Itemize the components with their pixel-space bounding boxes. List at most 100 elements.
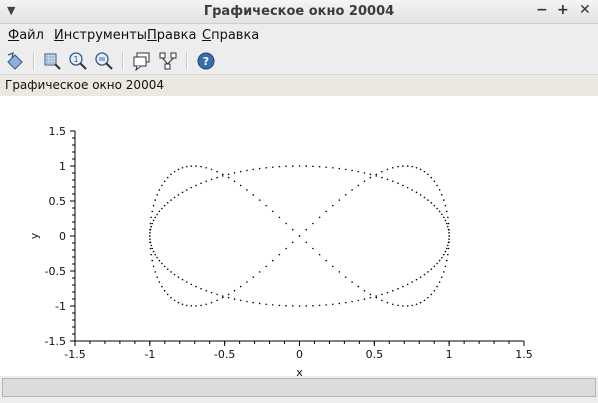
- svg-text:1: 1: [73, 55, 78, 64]
- curve-1-point: [411, 189, 414, 191]
- y-tick-label: -1: [55, 300, 66, 313]
- curve-2-point: [161, 285, 163, 288]
- curve-2-point: [444, 204, 447, 207]
- curve-1-point: [363, 298, 366, 300]
- curve-2-point: [265, 265, 268, 268]
- curve-1-point: [205, 180, 207, 183]
- maximize-icon[interactable]: +: [557, 2, 569, 18]
- curve-1-point: [441, 213, 443, 216]
- menu-tools[interactable]: Инструменты: [54, 28, 148, 43]
- curve-2-point: [438, 189, 441, 191]
- curve-1-point: [216, 293, 218, 296]
- curve-1-point: [325, 166, 328, 168]
- curve-2-point: [221, 296, 224, 299]
- close-icon[interactable]: ✕: [579, 2, 591, 18]
- curve-2-point: [239, 285, 242, 288]
- curve-1-point: [357, 299, 360, 302]
- curve-1-point: [441, 256, 443, 259]
- zoom-area-icon[interactable]: [42, 51, 62, 71]
- curve-2-point: [291, 241, 294, 244]
- curve-1-point: [258, 167, 261, 170]
- curve-2-point: [149, 247, 152, 250]
- curve-1-point: [233, 172, 236, 174]
- curve-2-point: [448, 228, 450, 231]
- curve-2-point: [158, 281, 161, 283]
- curve-1-point: [415, 191, 418, 194]
- zoom-in-icon[interactable]: 1: [68, 51, 88, 71]
- window-menu-icon[interactable]: ▼: [7, 4, 16, 17]
- curve-1-point: [397, 287, 399, 290]
- curve-2-point: [436, 285, 438, 288]
- curve-2-point: [448, 235, 450, 237]
- curve-1-point: [433, 265, 436, 268]
- curve-1-point: [406, 186, 409, 189]
- curve-1-point: [156, 256, 158, 259]
- menu-file[interactable]: Файл: [8, 28, 44, 43]
- curve-1-point: [291, 165, 294, 167]
- curve-2-point: [447, 222, 450, 225]
- curve-1-point: [312, 304, 314, 307]
- curve-2-point: [278, 253, 281, 256]
- curve-2-point: [357, 184, 360, 187]
- curve-2-point: [441, 194, 443, 196]
- menu-help[interactable]: Справка: [202, 28, 260, 43]
- curve-1-point: [149, 232, 151, 234]
- curve-1-point: [154, 216, 157, 219]
- curve-2-point: [161, 184, 163, 187]
- curve-2-point: [190, 165, 193, 167]
- curve-2-point: [252, 276, 255, 278]
- curve-2-point: [239, 184, 242, 187]
- curve-1-point: [427, 199, 429, 201]
- menu-edit[interactable]: Правка: [147, 28, 197, 43]
- curve-2-point: [402, 305, 404, 307]
- help-icon[interactable]: ?: [196, 51, 216, 71]
- curve-2-point: [156, 194, 158, 196]
- y-tick-label: -1.5: [45, 335, 66, 348]
- curve-2-point: [185, 304, 188, 307]
- curve-1-point: [163, 204, 166, 207]
- curve-2-point: [423, 299, 426, 302]
- curve-1-point: [177, 276, 180, 278]
- curve-2-point: [149, 241, 151, 244]
- curve-1-point: [151, 247, 154, 250]
- x-tick-label: 0: [296, 348, 303, 361]
- minimize-icon[interactable]: −: [536, 2, 548, 18]
- zoom-out-icon[interactable]: [94, 51, 114, 71]
- curve-1-point: [444, 250, 447, 253]
- curve-1-point: [163, 265, 166, 268]
- curve-1-point: [445, 247, 448, 250]
- curve-1-point: [318, 165, 321, 168]
- curve-2-point: [252, 194, 255, 196]
- curve-1-point: [338, 302, 341, 305]
- curve-2-point: [216, 170, 218, 173]
- curve-2-point: [397, 304, 399, 307]
- curve-2-point: [152, 265, 155, 268]
- curve-2-point: [195, 305, 197, 307]
- curve-2-point: [318, 253, 321, 256]
- curve-2-point: [163, 180, 166, 183]
- curve-1-point: [265, 166, 268, 169]
- curve-2-point: [419, 168, 422, 171]
- edit-icon[interactable]: [158, 51, 178, 71]
- curve-1-point: [151, 222, 154, 225]
- curve-2-point: [150, 253, 152, 256]
- curve-2-point: [332, 204, 334, 207]
- plot-canvas[interactable]: -1.5 -1 -0.5 0 0.5 1 1.5 1.5 1 0.5 0 -0.5 -1 -1.5 y x: [0, 96, 598, 376]
- curve-2-point: [430, 176, 433, 179]
- curve-1-point: [430, 202, 433, 204]
- curve-1-point: [445, 222, 448, 225]
- curve-2-point: [419, 301, 422, 304]
- curve-1-point: [285, 165, 287, 168]
- curve-2-point: [402, 165, 404, 167]
- curve-2-point: [325, 259, 328, 262]
- x-tick-label: 1: [446, 348, 453, 361]
- curve-2-point: [227, 293, 230, 296]
- curve-2-point: [305, 241, 308, 244]
- rotate-icon[interactable]: [5, 51, 25, 71]
- curve-2-point: [427, 296, 429, 299]
- datatip-icon[interactable]: [132, 51, 152, 71]
- curve-1-point: [447, 225, 449, 228]
- curve-1-point: [173, 273, 176, 276]
- curve-2-point: [381, 299, 383, 302]
- curve-2-point: [363, 289, 366, 292]
